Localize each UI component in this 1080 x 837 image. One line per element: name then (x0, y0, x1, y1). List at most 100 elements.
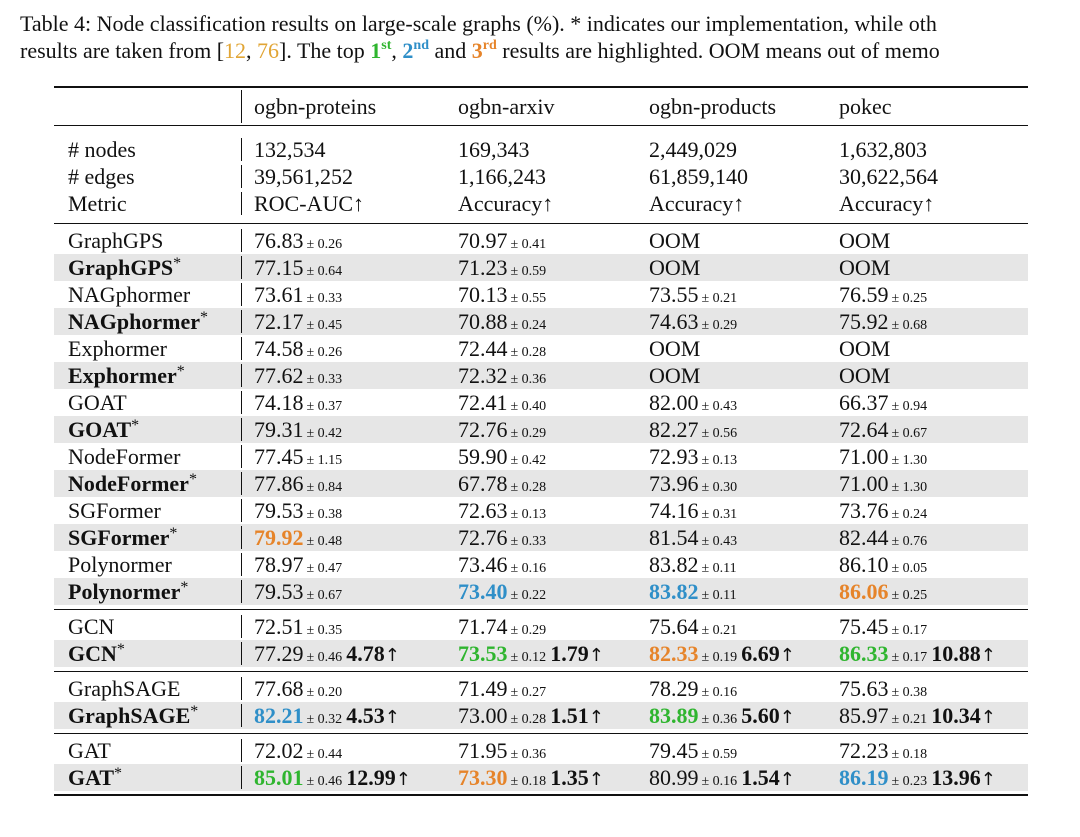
implementation-marker: * (176, 363, 185, 380)
std-dev: ± 0.94 (891, 399, 928, 414)
implementation-marker: * (131, 417, 140, 434)
result-value: 72.44 (458, 336, 508, 361)
stat-label: # nodes (68, 137, 136, 162)
result-value: 73.96 (649, 471, 699, 496)
improvement-value: 13.96↑ (931, 765, 996, 790)
result-value: 70.13 (458, 282, 508, 307)
stat-value: ROC-AUC↑ (254, 191, 365, 216)
stat-label: # edges (68, 164, 135, 189)
result-cell: 72.93 ± 0.13 (649, 443, 737, 474)
rank-second-legend: 2nd (402, 38, 429, 63)
citation-link[interactable]: 12 (224, 38, 247, 63)
result-cell: 81.54 ± 0.43 (649, 524, 737, 555)
column-divider (241, 90, 242, 123)
result-cell: 70.13 ± 0.55 (458, 281, 546, 312)
model-name: GraphGPS (68, 228, 164, 253)
column-header: ogbn-proteins (254, 94, 377, 119)
result-cell: 83.82 ± 0.11 (649, 551, 737, 582)
ranked-value: 79.92 (254, 525, 304, 550)
std-dev: ± 1.30 (891, 480, 928, 495)
std-dev: ± 0.33 (306, 291, 343, 306)
stats-row: # edges 39,561,252 1,166,243 61,859,140 30,6… (54, 163, 1028, 190)
caption-text: results are highlighted. OOM means out o… (496, 38, 940, 63)
improvement-value: 1.79↑ (550, 641, 604, 666)
table-rule-thick (54, 86, 1028, 88)
column-divider (241, 256, 242, 279)
result-cell: 70.88 ± 0.24 (458, 308, 546, 339)
citation-link[interactable]: 76 (257, 38, 280, 63)
stat-value: Accuracy↑ (649, 191, 745, 216)
result-value: 76.83 (254, 228, 304, 253)
stat-value: 61,859,140 (649, 164, 748, 189)
std-dev: ± 0.33 (306, 372, 343, 387)
result-cell: OOM (839, 335, 890, 362)
table-row: NodeFormer* 77.86 ± 0.84 67.78 ± 0.28 73.96 ± … (54, 470, 1028, 497)
table-rule (54, 125, 1028, 126)
result-value: 79.53 (254, 579, 304, 604)
result-cell: 76.83 ± 0.26 (254, 227, 342, 258)
result-value: 72.17 (254, 309, 304, 334)
table-row: NAGphormer 73.61 ± 0.33 70.13 ± 0.55 73.55 ± 0… (54, 281, 1028, 308)
std-dev: ± 0.67 (891, 426, 928, 441)
result-value: 77.45 (254, 444, 304, 469)
result-cell: 72.76 ± 0.33 (458, 524, 546, 555)
table-row: NAGphormer* 72.17 ± 0.45 70.88 ± 0.24 74.63 ± … (54, 308, 1028, 335)
result-cell: 75.92 ± 0.68 (839, 308, 927, 339)
row-gap (54, 126, 1028, 136)
result-cell: 72.51 ± 0.35 (254, 613, 342, 644)
result-value: 73.00 (458, 703, 508, 728)
improvement-value: 12.99↑ (346, 765, 411, 790)
result-value: 82.44 (839, 525, 889, 550)
table-row: GraphGPS 76.83 ± 0.26 70.97 ± 0.41 OOM OOM (54, 227, 1028, 254)
table-row: GOAT* 79.31 ± 0.42 72.76 ± 0.29 82.27 ± 0.56 72… (54, 416, 1028, 443)
result-value: 72.23 (839, 738, 889, 763)
result-cell: 73.00 ± 0.28 1.51↑ (458, 702, 604, 733)
result-cell: 74.18 ± 0.37 (254, 389, 342, 420)
std-dev: ± 0.27 (510, 685, 547, 700)
ranked-value: 82.21 (254, 703, 304, 728)
column-divider (241, 499, 242, 522)
std-dev: ± 0.67 (306, 588, 343, 603)
std-dev: ± 0.29 (510, 426, 547, 441)
result-value: 70.97 (458, 228, 508, 253)
implementation-marker: * (188, 471, 197, 488)
model-name: GAT (68, 738, 111, 763)
result-value: 72.76 (458, 417, 508, 442)
result-cell: 77.86 ± 0.84 (254, 470, 342, 501)
column-divider (241, 310, 242, 333)
implementation-marker: * (116, 641, 125, 658)
std-dev: ± 0.23 (891, 774, 928, 789)
table-row: NodeFormer 77.45 ± 1.15 59.90 ± 0.42 72.93 ± 0… (54, 443, 1028, 470)
model-name: SGFormer* (68, 525, 178, 550)
result-cell: 73.53 ± 0.12 1.79↑ (458, 640, 604, 671)
caption-text: ]. The top (279, 38, 371, 63)
model-name: GCN* (68, 641, 125, 666)
result-value: 81.54 (649, 525, 699, 550)
std-dev: ± 0.35 (306, 623, 343, 638)
result-value: 72.51 (254, 614, 304, 639)
result-value: 73.55 (649, 282, 699, 307)
result-cell: 71.49 ± 0.27 (458, 675, 546, 706)
result-value: 79.45 (649, 738, 699, 763)
table-row: GOAT 74.18 ± 0.37 72.41 ± 0.40 82.00 ± 0.43 66.… (54, 389, 1028, 416)
improvement-value: 10.88↑ (931, 641, 996, 666)
stat-value: 39,561,252 (254, 164, 353, 189)
column-header: pokec (839, 94, 892, 119)
implementation-marker: * (173, 255, 182, 272)
model-name: NAGphormer* (68, 309, 208, 334)
std-dev: ± 0.18 (510, 774, 547, 789)
result-cell: 73.30 ± 0.18 1.35↑ (458, 764, 604, 795)
result-cell: 80.99 ± 0.16 1.54↑ (649, 764, 795, 795)
result-value: 74.18 (254, 390, 304, 415)
result-value: 78.97 (254, 552, 304, 577)
std-dev: ± 0.13 (510, 507, 547, 522)
implementation-marker: * (180, 579, 189, 596)
results-table: ogbn-proteins ogbn-arxiv ogbn-products poke… (54, 86, 1028, 796)
result-cell: 86.19 ± 0.23 13.96↑ (839, 764, 996, 795)
result-cell: 82.27 ± 0.56 (649, 416, 737, 447)
improvement-value: 1.51↑ (550, 703, 604, 728)
column-header: ogbn-products (649, 94, 777, 119)
up-arrow-icon: ↑ (980, 769, 996, 790)
std-dev: ± 0.21 (701, 291, 738, 306)
result-cell: 82.44 ± 0.76 (839, 524, 927, 555)
